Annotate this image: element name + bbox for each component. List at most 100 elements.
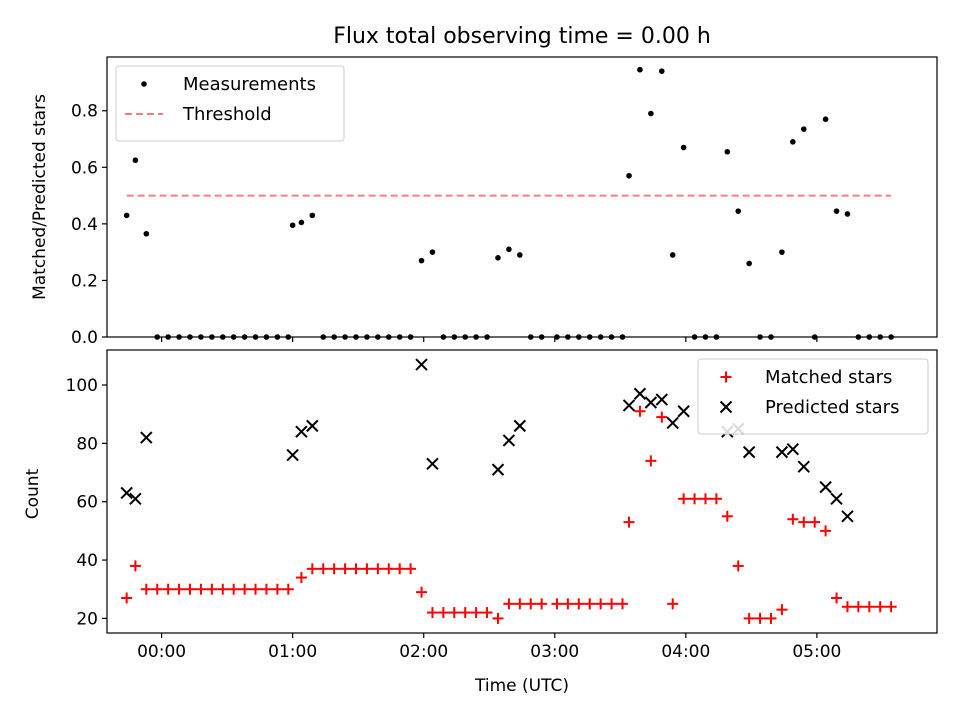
matched-stars-marker [562,598,574,610]
matched-stars-marker [448,607,460,619]
predicted-stars-marker [819,480,832,494]
matched-stars-marker [689,493,701,505]
matched-stars-marker [492,612,504,624]
top-axes-frame [106,56,938,338]
matched-stars-marker [720,371,732,383]
measurement-point [844,211,851,217]
measurement-point [517,252,523,258]
matched-stars-marker [405,563,417,575]
matched-stars-marker [228,583,240,595]
x-tick-label: 05:00 [792,642,841,662]
matched-stars-marker [536,598,548,610]
predicted-stars-marker [786,442,800,456]
x-b [415,358,428,371]
x-tick-label: 03:00 [530,642,579,662]
predicted-stars-marker [622,399,636,412]
legend-label: Matched stars [765,367,892,388]
matched-stars-marker [317,563,329,575]
measurement-point [626,172,632,179]
predicted-stars-marker [742,445,756,459]
matched-stars-marker [798,516,810,528]
matched-stars-marker [173,583,185,595]
predicted-stars-marker [830,492,843,506]
x-tick-label: 02:00 [399,642,448,662]
top-legend: Measurements Threshold [115,65,345,142]
matched-stars-marker [874,601,886,613]
predicted-stars-marker [841,510,854,523]
matched-stars-marker [184,583,196,595]
matched-stars-marker [328,563,340,575]
y-tick-label: 20 [76,609,98,629]
predicted-stars-marker [295,425,308,438]
predicted-stars-marker [513,419,527,433]
matched-stars-marker [616,598,628,610]
x-b [502,434,516,447]
matched-stars-marker [129,560,141,572]
measurement-point [637,66,643,73]
matched-stars-marker [514,598,526,610]
x-b [797,460,810,473]
matched-stars-marker [339,563,351,575]
x-b [120,486,133,500]
measurement-point [141,81,147,87]
predicted-stars-marker [415,358,428,371]
matched-stars-marker [416,586,428,598]
matched-stars-marker [776,604,788,616]
measurement-point [724,148,731,155]
measurement-point [735,208,742,214]
y-tick-label: 0.2 [71,271,98,291]
matched-stars-marker [350,563,362,575]
predicted-stars-marker [677,405,690,418]
y-tick-label: 0.6 [71,158,98,178]
matched-stars-marker [623,516,635,528]
x-b [622,399,636,412]
measurement-point [506,246,512,253]
matched-stars-marker [710,493,722,505]
matched-stars-marker [151,583,163,595]
y-tick-label: 0.8 [71,102,98,122]
legend-box [115,65,345,142]
measurement-point [822,116,829,123]
matched-stars-marker [250,583,262,595]
bottom-legend: Matched stars Predicted stars [697,358,929,435]
x-b [819,480,832,494]
matched-stars-marker [282,583,294,595]
matched-stars-marker [426,607,438,619]
y-tick-label: 0.0 [71,328,98,348]
matched-stars-marker [699,493,711,505]
matched-stars-marker [195,583,207,595]
matched-stars-marker [634,405,646,417]
x-b [830,492,843,506]
matched-stars-marker [239,583,251,595]
measurement-point [309,212,316,219]
x-tick-label: 00:00 [137,642,186,662]
measurement-point [779,249,785,255]
matched-stars-marker [470,607,482,619]
measurement-point [418,257,425,264]
top-panel: 0.0 0.2 0.4 0.6 0.8 Measurements Threshold [71,56,938,348]
matched-stars-marker [831,592,843,604]
y-tick-label: 80 [76,434,98,454]
matched-stars-marker [260,583,272,595]
measurement-point [143,230,150,237]
matched-stars-marker [787,513,799,525]
bottom-y-axis-label: Count [23,468,43,519]
x-b [140,431,153,444]
x-b [666,416,679,430]
x-b [841,510,854,523]
x-tick-label: 04:00 [661,642,710,662]
matched-stars-marker [584,598,596,610]
matched-stars-marker [678,493,690,505]
x-b [491,463,505,476]
matched-stars-marker [809,516,821,528]
matched-stars-marker [841,601,853,613]
measurement-point [132,157,139,164]
matched-stars-marker [525,598,537,610]
predicted-stars-marker [491,463,505,476]
matched-stars-marker [295,572,307,584]
matched-stars-marker [121,592,133,604]
matched-stars-marker [754,612,766,624]
matched-stars-marker [606,598,618,610]
predicted-stars-marker [140,431,153,444]
